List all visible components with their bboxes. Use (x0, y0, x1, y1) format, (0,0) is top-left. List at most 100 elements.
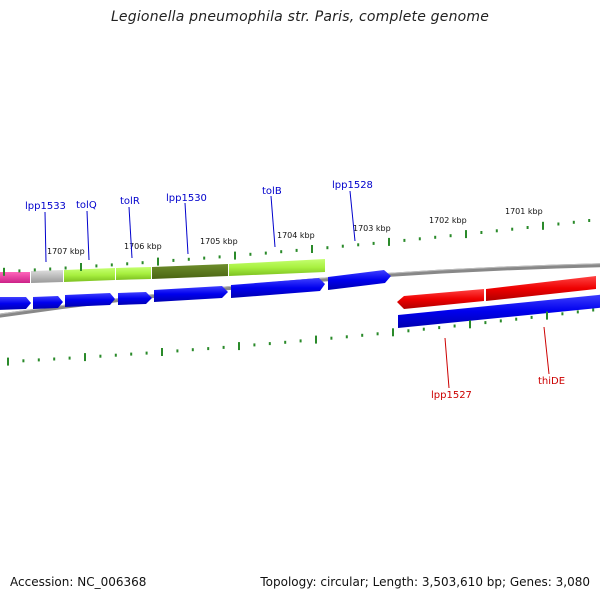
scale-lower-tick (84, 353, 86, 362)
scale-lower-tick (546, 311, 548, 320)
scale-lower-tick (392, 328, 394, 337)
scale-upper-tick (542, 221, 544, 230)
scale-upper-tick (126, 262, 129, 266)
gene-label-leaders-top (44, 190, 356, 263)
scale-lower-tick (315, 335, 317, 344)
scale-lower-tick (361, 333, 364, 337)
gene-arrow-lpp1527 (397, 289, 484, 309)
scale-lower-tick (238, 342, 240, 351)
feature-magenta (0, 272, 30, 283)
scale-upper-tick (141, 261, 144, 265)
scale-upper-tick (64, 266, 67, 270)
scale-lower-tick (469, 320, 471, 329)
kbp-label-1707: 1707 kbp (47, 247, 85, 256)
scale-upper-tick (357, 243, 360, 247)
scale-lower-tick (284, 340, 287, 344)
scale-upper-tick (95, 264, 98, 268)
gene-arrow-lpp1530 (154, 286, 228, 302)
scale-lower-tick (68, 356, 71, 360)
scale-lower-tick (176, 349, 179, 353)
leader-lpp1528 (349, 190, 356, 242)
scale-lower-tick (484, 321, 487, 325)
scale-lower-tick (299, 339, 302, 343)
gene-label-thiDE: thiDE (538, 376, 565, 387)
leader-tolB (270, 195, 276, 248)
gene-arrow-lpp1534 (0, 297, 31, 310)
scale-upper-tick (495, 229, 498, 233)
topology-label: Topology: circular; Length: 3,503,610 bp… (260, 575, 590, 589)
scale-lower-tick (345, 335, 348, 339)
scale-lower-tick (53, 357, 56, 361)
scale-ticks-lower (7, 308, 595, 366)
scale-lower-tick (37, 358, 40, 362)
scale-upper-tick (588, 219, 591, 222)
kbp-label-1705: 1705 kbp (200, 237, 238, 246)
scale-upper-tick (572, 220, 575, 224)
scale-lower-tick (576, 310, 579, 314)
gene-label-tolB: tolB (262, 186, 282, 197)
scale-lower-tick (114, 353, 117, 357)
scale-upper-tick (18, 269, 21, 273)
gene-labels-bottom: lpp1527 thiDE (431, 376, 565, 401)
gene-arrow-thiDE (486, 276, 596, 301)
kbp-labels: 1707 kbp 1706 kbp 1705 kbp 1704 kbp 1703… (47, 207, 543, 256)
leader-tolQ (86, 210, 90, 261)
scale-lower-tick (161, 348, 163, 356)
feature-track-upper (0, 259, 391, 290)
scale-upper-tick (110, 263, 113, 267)
scale-upper-tick (511, 227, 514, 231)
scale-upper-tick (33, 268, 36, 272)
gene-label-lpp1530: lpp1530 (166, 193, 207, 204)
kbp-label-1703: 1703 kbp (353, 224, 391, 233)
kbp-label-1706: 1706 kbp (124, 242, 162, 251)
scale-upper-tick (203, 256, 206, 260)
scale-lower-tick (499, 319, 502, 323)
feature-olive (152, 264, 228, 279)
scale-lower-tick (7, 357, 9, 366)
gene-arrow-tolB (231, 278, 325, 298)
scale-upper-tick (249, 252, 252, 256)
scale-upper-tick (403, 238, 406, 242)
scale-ticks-upper (3, 219, 591, 276)
scale-upper-tick (295, 248, 298, 252)
scale-upper-tick (264, 251, 267, 255)
scale-lower-tick (592, 308, 595, 312)
scale-lower-tick (22, 359, 25, 363)
scale-lower-tick (515, 317, 518, 321)
leader-lpp1533 (44, 211, 47, 263)
scale-upper-tick (434, 235, 437, 239)
scale-lower-tick (330, 336, 333, 340)
scale-upper-tick (280, 250, 283, 254)
feature-grey (31, 270, 63, 283)
scale-upper-tick (311, 245, 313, 253)
scale-upper-tick (49, 267, 52, 271)
scale-lower-tick (453, 324, 456, 328)
scale-lower-tick (438, 326, 441, 330)
scale-lower-tick (561, 312, 564, 316)
scale-upper-tick (3, 267, 5, 276)
scale-lower-tick (222, 345, 225, 349)
scale-lower-tick (99, 354, 102, 358)
reverse-gene-track (397, 276, 596, 309)
genome-title: Legionella pneumophila str. Paris, compl… (110, 9, 490, 25)
scale-lower-tick (130, 352, 133, 356)
scale-upper-tick (449, 234, 452, 238)
scale-upper-tick (157, 257, 159, 266)
scale-upper-tick (418, 237, 421, 241)
accession-label: Accession: NC_006368 (10, 575, 147, 589)
scale-lower-tick (145, 351, 148, 355)
gene-label-tolR: tolR (120, 196, 140, 207)
kbp-label-1704: 1704 kbp (277, 231, 315, 240)
scale-upper-tick (388, 237, 390, 246)
kbp-label-1701: 1701 kbp (505, 207, 543, 216)
scale-lower-tick (268, 342, 271, 346)
gene-labels-top: lpp1533 tolQ tolR lpp1530 tolB lpp1528 (25, 180, 373, 212)
scale-upper-tick (372, 241, 375, 245)
scale-upper-tick (480, 231, 483, 234)
scale-upper-tick (187, 257, 190, 261)
scale-lower-tick (422, 327, 425, 331)
gene-label-lpp1528: lpp1528 (332, 180, 373, 191)
leader-thiDE (543, 326, 550, 375)
